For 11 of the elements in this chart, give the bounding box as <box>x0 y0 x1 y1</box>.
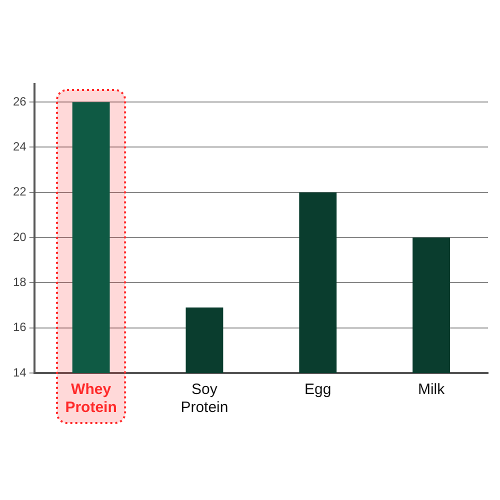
y-tick-label: 16 <box>12 320 27 334</box>
y-tick-label: 18 <box>12 275 27 289</box>
y-tick-label: 20 <box>12 230 27 244</box>
y-tick-label: 26 <box>12 94 27 108</box>
x-tick-label: Milk <box>418 381 446 398</box>
x-tick-label: Soy Protein <box>180 381 228 416</box>
x-tick-label: Egg <box>304 381 332 398</box>
y-tick-label: 14 <box>12 365 27 380</box>
y-tick-label: 24 <box>12 140 27 154</box>
x-tick-label: Whey Protein <box>65 381 117 416</box>
y-tick-label: 22 <box>12 184 27 199</box>
